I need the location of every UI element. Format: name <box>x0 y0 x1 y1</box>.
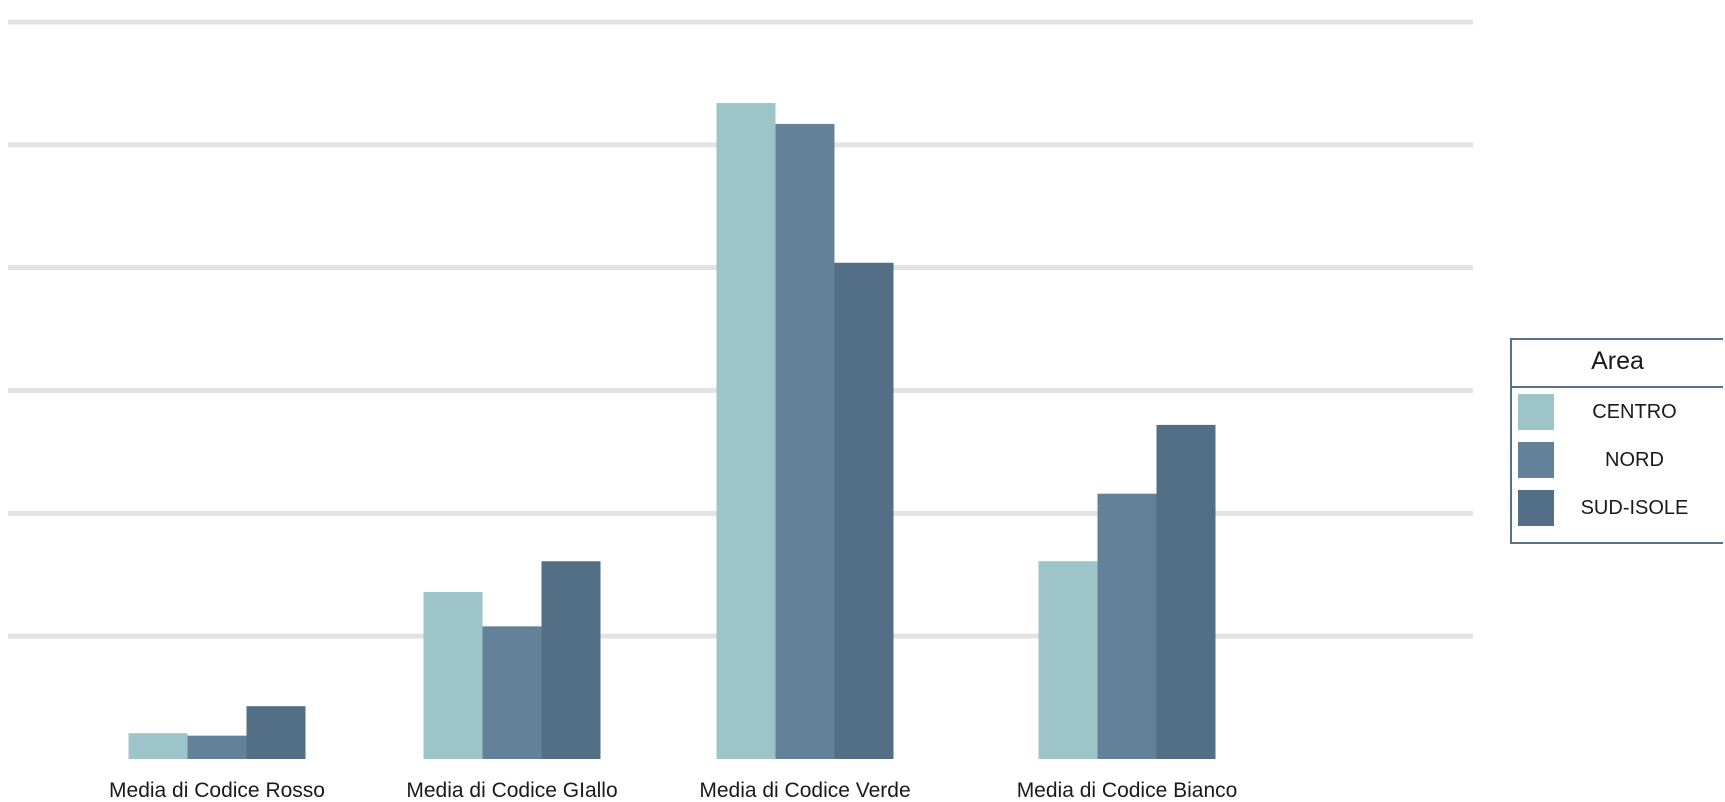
legend-item-sud-isole: SUD-ISOLE <box>1512 484 1723 532</box>
bar-nord-2 <box>482 626 542 759</box>
bar-sud-isole-3 <box>834 262 894 759</box>
bar-centro-2 <box>423 591 483 759</box>
legend-swatch-sud-isole <box>1518 490 1554 526</box>
bar-centro-1 <box>128 733 188 759</box>
legend-title: Area <box>1512 340 1723 388</box>
bar-sud-isole-1 <box>246 706 306 759</box>
bar-sud-isole-4 <box>1156 424 1216 759</box>
x-tick-label: Media di Codice GIallo <box>406 779 617 802</box>
bar-nord-1 <box>187 735 247 759</box>
bar-nord-3 <box>775 123 835 760</box>
x-tick-label: Media di Codice Bianco <box>1017 779 1238 802</box>
legend-label-nord: NORD <box>1605 448 1664 471</box>
legend-item-centro: CENTRO <box>1512 388 1723 436</box>
bar-chart-plot: Media di Codice Rosso Media di Codice GIa… <box>8 19 1473 802</box>
bar-centro-3 <box>716 103 776 759</box>
legend: Area CENTRO NORD SUD-ISOLE <box>1510 338 1723 544</box>
bar-centro-4 <box>1038 561 1098 759</box>
legend-item-nord: NORD <box>1512 436 1723 484</box>
legend-swatch-nord <box>1518 442 1554 478</box>
legend-swatch-centro <box>1518 394 1554 430</box>
legend-label-sud-isole: SUD-ISOLE <box>1580 496 1689 519</box>
x-tick-label: Media di Codice Verde <box>699 779 910 802</box>
x-tick-label: Media di Codice Rosso <box>109 779 325 802</box>
bar-nord-4 <box>1097 493 1157 759</box>
legend-label-centro: CENTRO <box>1592 400 1677 423</box>
bar-sud-isole-2 <box>541 561 601 759</box>
